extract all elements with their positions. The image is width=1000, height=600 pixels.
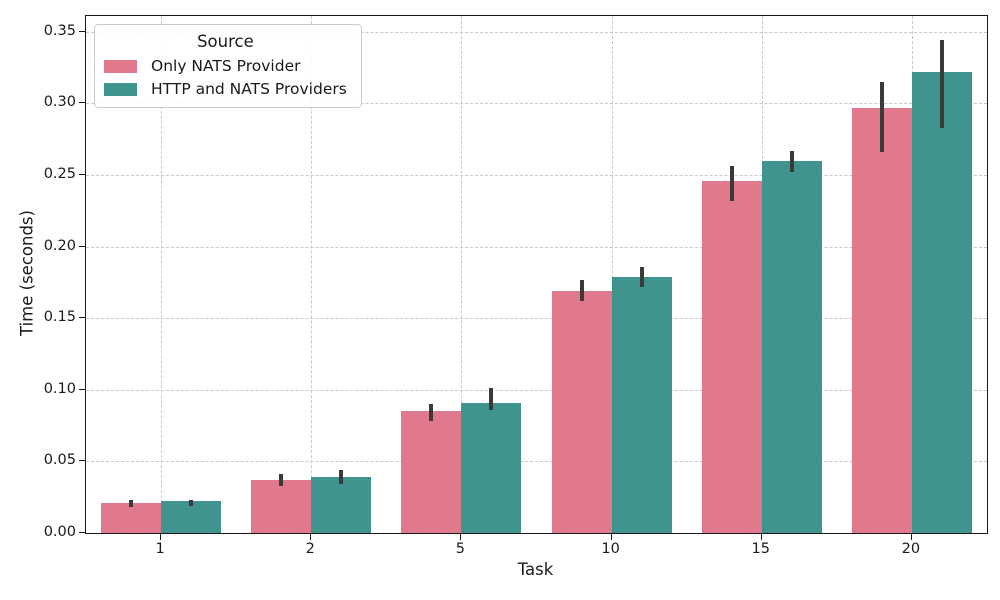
error-bar xyxy=(489,388,494,410)
x-tick-label: 1 xyxy=(155,541,165,557)
y-gridline xyxy=(86,246,987,248)
bar xyxy=(401,411,462,533)
error-bar xyxy=(429,404,434,422)
y-tick-mark xyxy=(79,532,85,533)
x-tick-label: 5 xyxy=(455,541,466,557)
error-bar xyxy=(939,40,944,128)
x-axis-label: Task xyxy=(517,560,554,579)
y-tick-mark xyxy=(79,245,85,247)
plot-area: Source Only NATS Provider HTTP and NATS P… xyxy=(85,15,988,534)
legend-items: Only NATS Provider HTTP and NATS Provider… xyxy=(104,57,347,98)
bar xyxy=(761,160,822,533)
legend-item: Only NATS Provider xyxy=(104,57,347,75)
y-gridline xyxy=(86,174,987,176)
legend-item-label: Only NATS Provider xyxy=(151,57,301,75)
legend-swatch xyxy=(104,82,137,96)
x-tick-mark xyxy=(460,533,462,540)
x-tick-label: 20 xyxy=(901,541,921,557)
legend: Source Only NATS Provider HTTP and NATS P… xyxy=(94,24,362,108)
x-tick-label: 15 xyxy=(751,541,770,557)
x-tick-label: 10 xyxy=(601,541,620,557)
bar xyxy=(551,290,612,533)
x-gridline xyxy=(161,16,163,533)
error-bar xyxy=(189,500,194,506)
bar xyxy=(911,71,972,533)
y-tick-label: 0.05 xyxy=(43,452,76,469)
y-tick-mark xyxy=(79,30,85,32)
y-gridline xyxy=(86,103,987,105)
x-tick-mark xyxy=(760,533,762,540)
x-tick-mark xyxy=(910,533,912,540)
bar xyxy=(851,107,912,533)
legend-swatch xyxy=(104,59,137,73)
error-bar xyxy=(279,474,284,486)
y-tick-label: 0.00 xyxy=(43,524,76,540)
legend-item-label: HTTP and NATS Providers xyxy=(151,80,347,98)
y-tick-mark xyxy=(79,102,85,104)
y-gridline xyxy=(86,318,987,320)
error-bar xyxy=(879,81,884,153)
x-tick-mark xyxy=(310,533,312,540)
legend-title: Source xyxy=(197,32,254,51)
y-tick-mark xyxy=(79,317,85,319)
x-tick-mark xyxy=(160,533,162,540)
y-tick-label: 0.20 xyxy=(43,237,76,254)
y-tick-label: 0.15 xyxy=(43,309,76,326)
y-gridline xyxy=(86,31,987,33)
x-tick-label: 2 xyxy=(305,541,315,557)
bar xyxy=(251,480,312,533)
bar xyxy=(461,402,522,533)
y-tick-label: 0.10 xyxy=(43,380,76,397)
bar xyxy=(611,276,672,533)
error-bar xyxy=(639,266,644,287)
legend-item: HTTP and NATS Providers xyxy=(104,80,347,98)
x-gridline xyxy=(611,16,613,533)
bar xyxy=(101,502,162,533)
error-bar xyxy=(339,469,344,485)
x-tick-mark xyxy=(610,533,612,540)
y-tick-mark xyxy=(79,173,85,175)
x-gridline xyxy=(461,16,463,533)
error-bar xyxy=(729,166,734,201)
y-tick-label: 0.30 xyxy=(43,94,76,111)
error-bar xyxy=(579,279,584,301)
y-tick-mark xyxy=(79,460,85,462)
y-tick-mark xyxy=(79,388,85,390)
y-gridline xyxy=(86,461,987,463)
y-gridline xyxy=(86,389,987,391)
bar xyxy=(311,477,372,533)
bar xyxy=(161,501,222,533)
error-bar xyxy=(129,500,134,508)
x-gridline xyxy=(311,16,313,533)
bar xyxy=(701,180,762,533)
y-axis-label: Time (seconds) xyxy=(17,210,37,336)
y-tick-label: 0.25 xyxy=(43,165,76,182)
error-bar xyxy=(789,150,794,173)
y-tick-label: 0.35 xyxy=(43,22,76,39)
